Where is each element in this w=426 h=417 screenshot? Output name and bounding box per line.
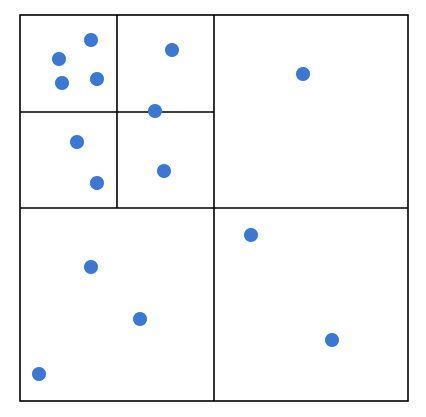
quadtree-partition-lines (19, 14, 409, 402)
data-point-sw (133, 312, 147, 326)
data-point-nw-nw (90, 72, 104, 86)
data-point-sw (84, 260, 98, 274)
data-point-se (244, 228, 258, 242)
data-point-nw-ne (165, 43, 179, 57)
data-point-ne (296, 67, 310, 81)
data-point-se (325, 333, 339, 347)
data-points (32, 33, 339, 381)
data-point-nw-sw (70, 135, 84, 149)
data-point-nw-sw (90, 176, 104, 190)
data-point-nw-nw (84, 33, 98, 47)
data-point-nw-nw (52, 52, 66, 66)
data-point-nw-nw (55, 76, 69, 90)
data-point-nw-se (148, 104, 162, 118)
data-point-sw (32, 367, 46, 381)
data-point-nw-se (157, 164, 171, 178)
